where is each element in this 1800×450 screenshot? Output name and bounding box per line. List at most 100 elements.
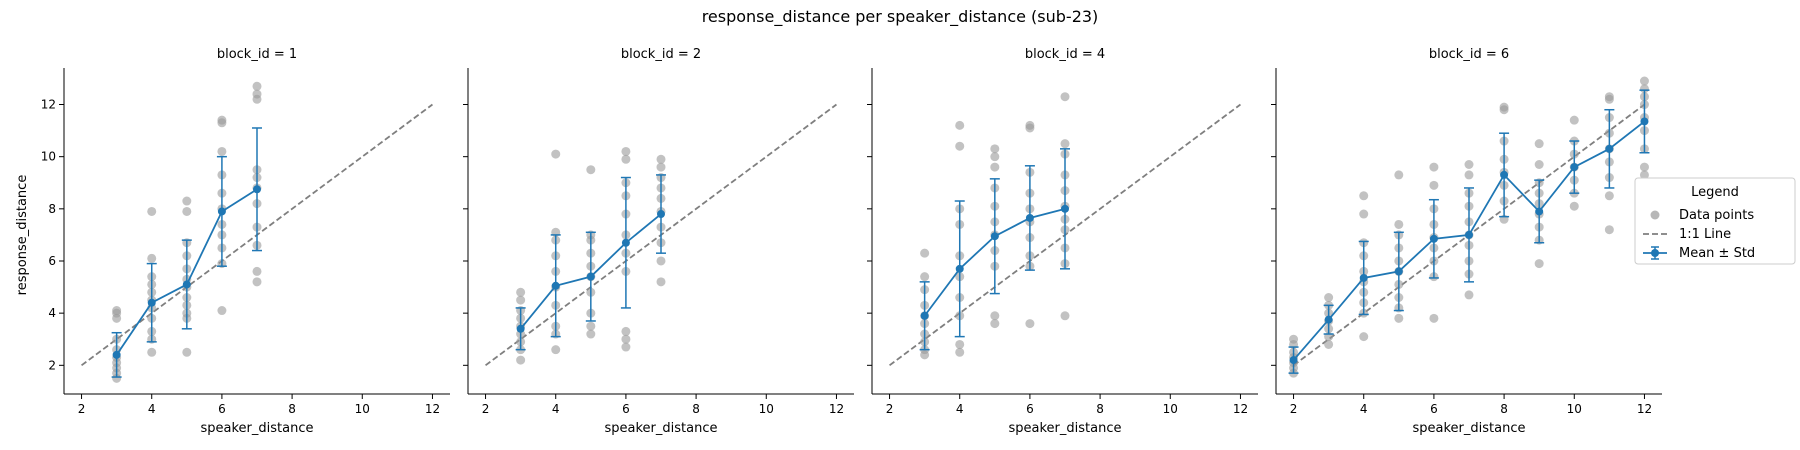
data-point bbox=[656, 256, 666, 266]
mean-point bbox=[955, 264, 964, 273]
panel-title: block_id = 2 bbox=[621, 47, 701, 62]
data-point bbox=[1569, 201, 1579, 211]
x-tick-label: 4 bbox=[148, 402, 156, 416]
legend-item-mean-std: Mean ± Std bbox=[1679, 246, 1755, 261]
mean-point bbox=[1289, 356, 1298, 365]
y-tick-label: 4 bbox=[48, 306, 56, 320]
x-tick-label: 6 bbox=[622, 402, 630, 416]
mean-point bbox=[990, 232, 999, 241]
x-tick-label: 12 bbox=[425, 402, 440, 416]
data-point bbox=[1499, 102, 1509, 112]
data-point bbox=[1359, 209, 1369, 219]
data-point bbox=[1394, 313, 1404, 323]
data-point bbox=[516, 287, 526, 297]
chart-panels: block_id = 1 2 4 6 8 10 12 2 4 6 8 10 12 speaker_dist… bbox=[41, 47, 1662, 436]
x-axis-label: speaker_distance bbox=[201, 421, 314, 436]
x-tick-label: 2 bbox=[78, 402, 86, 416]
data-point bbox=[1025, 319, 1035, 329]
mean-point bbox=[1061, 204, 1069, 213]
data-point bbox=[1359, 332, 1369, 342]
data-point bbox=[656, 162, 666, 172]
data-point bbox=[112, 306, 122, 316]
data-point bbox=[1464, 290, 1474, 300]
mean-point bbox=[1025, 213, 1034, 222]
data-point bbox=[1464, 159, 1474, 169]
mean-point bbox=[516, 324, 525, 333]
panel-title: block_id = 4 bbox=[1025, 47, 1105, 62]
data-point bbox=[955, 141, 965, 151]
mean-point bbox=[182, 280, 191, 289]
x-axis-label: speaker_distance bbox=[1009, 421, 1122, 436]
mean-point bbox=[1605, 144, 1614, 153]
mean-point bbox=[253, 185, 261, 194]
data-point bbox=[586, 165, 596, 175]
data-point bbox=[551, 149, 561, 159]
data-point bbox=[955, 120, 965, 130]
x-tick-label: 6 bbox=[1430, 402, 1438, 416]
data-point bbox=[656, 154, 666, 164]
data-point bbox=[1534, 139, 1544, 149]
data-point bbox=[1639, 76, 1649, 86]
x-axis-label: speaker_distance bbox=[1413, 421, 1526, 436]
data-point bbox=[621, 154, 631, 164]
data-point bbox=[1324, 293, 1334, 303]
x-tick-label: 12 bbox=[1233, 402, 1248, 416]
data-point bbox=[551, 345, 561, 355]
data-point bbox=[955, 339, 965, 349]
x-tick-label: 12 bbox=[1637, 402, 1652, 416]
data-point bbox=[621, 334, 631, 344]
mean-point bbox=[657, 210, 665, 219]
data-point bbox=[516, 355, 526, 365]
x-tick-label: 2 bbox=[886, 402, 894, 416]
data-point bbox=[147, 347, 157, 357]
x-tick-label: 10 bbox=[355, 402, 370, 416]
mean-point bbox=[1324, 315, 1333, 324]
data-point bbox=[1604, 191, 1614, 201]
x-tick-label: 6 bbox=[1026, 402, 1034, 416]
data-point bbox=[621, 342, 631, 352]
x-tick-label: 8 bbox=[288, 402, 296, 416]
x-tick-label: 8 bbox=[692, 402, 700, 416]
data-point bbox=[920, 248, 930, 258]
legend-item-data-points: Data points bbox=[1679, 208, 1754, 223]
data-point bbox=[621, 326, 631, 336]
data-point bbox=[990, 144, 1000, 154]
data-point bbox=[1060, 139, 1070, 149]
data-point bbox=[621, 146, 631, 156]
data-point bbox=[217, 306, 227, 316]
x-tick-label: 2 bbox=[482, 402, 490, 416]
x-tick-label: 10 bbox=[759, 402, 774, 416]
data-point bbox=[1025, 120, 1035, 130]
x-tick-label: 2 bbox=[1290, 402, 1298, 416]
data-point bbox=[990, 162, 1000, 172]
y-axis-label: response_distance bbox=[15, 175, 30, 296]
panel-block-4: block_id = 6 2 4 6 8 10 12 speaker_distance bbox=[1271, 47, 1662, 436]
data-point bbox=[1394, 219, 1404, 229]
mean-point bbox=[147, 298, 156, 307]
data-point bbox=[1429, 162, 1439, 172]
data-point bbox=[147, 253, 157, 263]
data-point bbox=[1394, 170, 1404, 180]
data-point bbox=[955, 347, 965, 357]
data-point bbox=[182, 206, 192, 216]
panel-block-3: block_id = 4 2 4 6 8 10 12 speaker_distance bbox=[867, 47, 1258, 436]
data-point bbox=[1534, 259, 1544, 269]
legend-title: Legend bbox=[1691, 185, 1739, 200]
data-point bbox=[252, 89, 262, 99]
x-tick-label: 4 bbox=[956, 402, 964, 416]
mean-point bbox=[1640, 117, 1649, 126]
data-point bbox=[1569, 115, 1579, 125]
mean-point bbox=[586, 272, 595, 281]
data-point bbox=[920, 272, 930, 282]
x-tick-label: 10 bbox=[1163, 402, 1178, 416]
data-point bbox=[1289, 334, 1299, 344]
mean-point bbox=[1570, 163, 1579, 172]
x-tick-label: 4 bbox=[1360, 402, 1368, 416]
x-tick-label: 8 bbox=[1096, 402, 1104, 416]
figure-title: response_distance per speaker_distance (… bbox=[702, 7, 1099, 27]
legend-points-swatch bbox=[1650, 210, 1660, 220]
mean-point bbox=[1465, 230, 1473, 239]
mean-point bbox=[112, 350, 121, 359]
x-tick-label: 4 bbox=[552, 402, 560, 416]
